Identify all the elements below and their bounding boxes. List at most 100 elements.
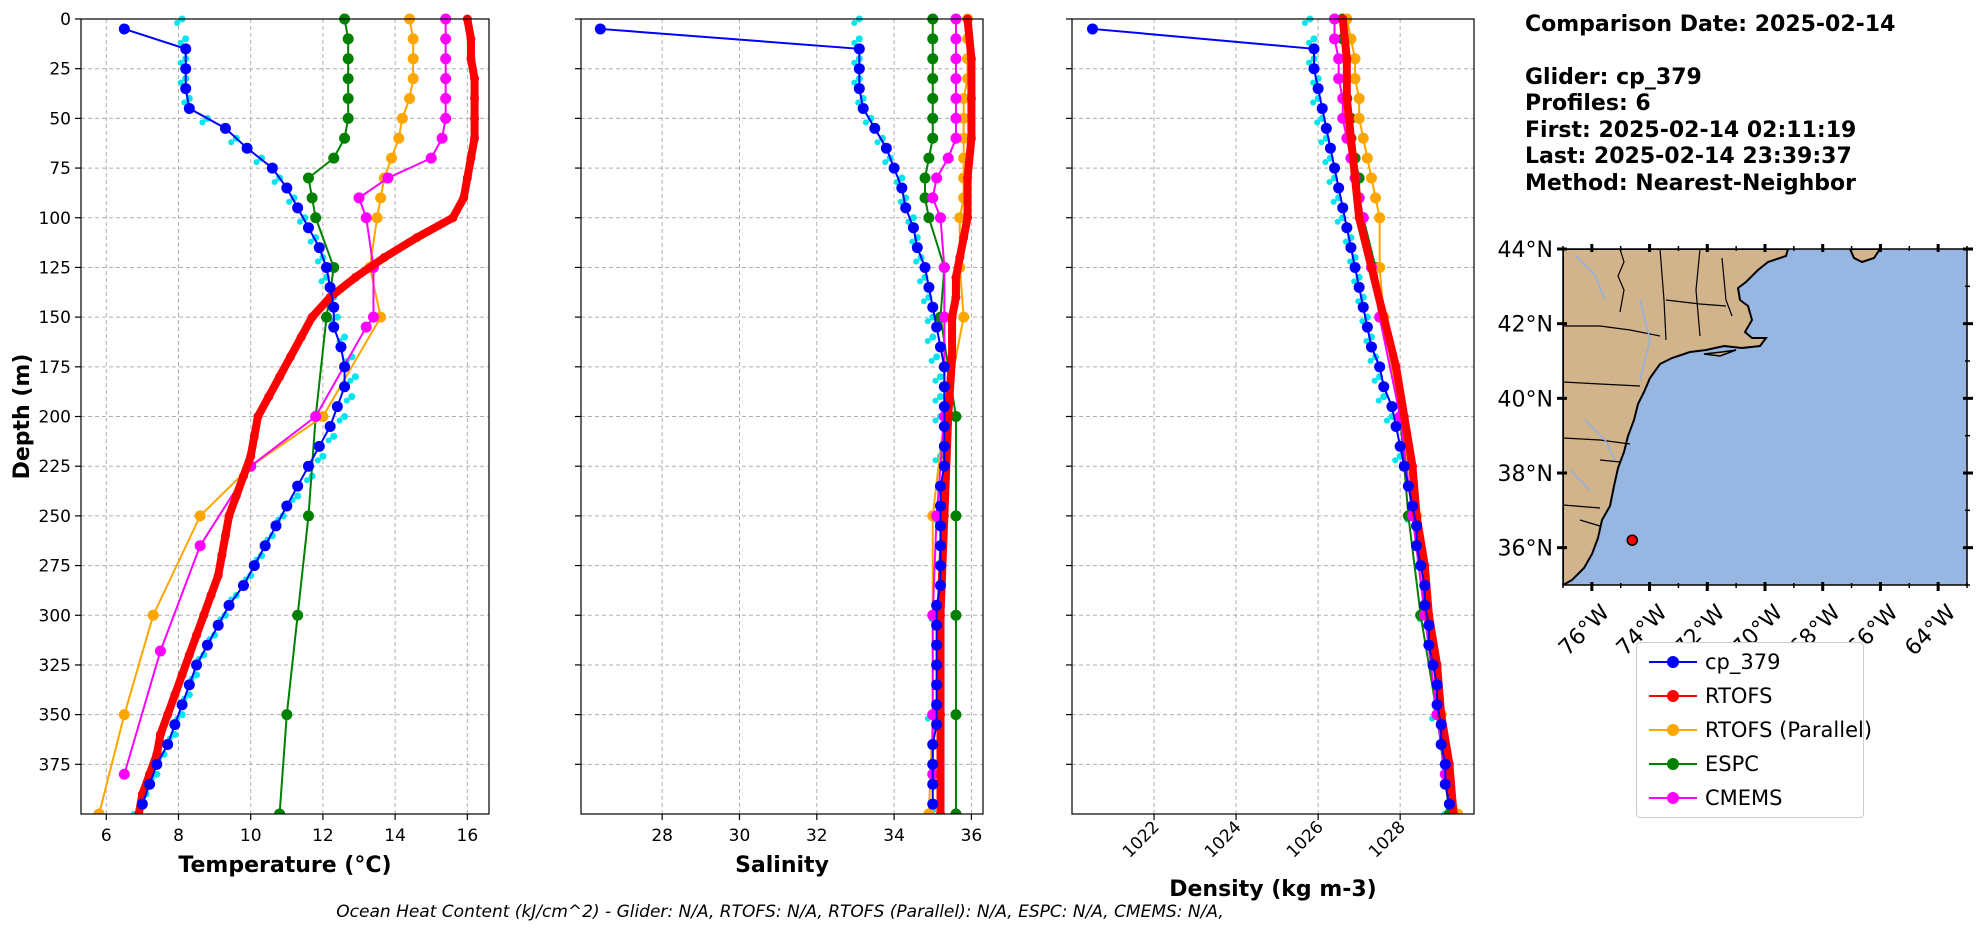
data-point <box>853 83 865 95</box>
data-point <box>371 212 383 224</box>
data-point <box>342 93 354 104</box>
series-group <box>594 13 976 814</box>
data-point <box>927 192 939 204</box>
raw-point <box>314 258 321 265</box>
data-point <box>310 212 322 224</box>
data-point <box>183 679 195 691</box>
data-point <box>1333 73 1345 85</box>
last-time: Last: 2025-02-14 23:39:37 <box>1525 144 1852 169</box>
data-point <box>950 33 962 45</box>
y-tick-label: 125 <box>39 258 71 278</box>
data-point <box>1357 301 1369 313</box>
raw-point <box>177 59 184 66</box>
data-point <box>440 53 452 65</box>
data-point <box>927 73 939 85</box>
raw-point <box>343 397 350 404</box>
series-cmems <box>927 13 962 780</box>
footer-text: Ocean Heat Content (kJ/cm^2) - Glider: N… <box>336 902 1224 922</box>
data-point <box>302 222 314 234</box>
data-point <box>134 809 144 814</box>
data-point <box>281 709 293 721</box>
data-point <box>1406 500 1418 512</box>
x-tick-label: 32 <box>806 826 828 846</box>
data-point <box>950 510 962 522</box>
data-point <box>931 599 943 611</box>
x-axis-label: Temperature (°C) <box>178 853 391 878</box>
data-point <box>923 212 935 224</box>
data-point <box>1374 212 1386 224</box>
raw-point <box>271 179 278 185</box>
grid <box>581 18 983 814</box>
raw-point <box>314 457 321 464</box>
raw-point <box>1318 139 1325 146</box>
series-line <box>1338 18 1458 814</box>
y-tick-label: 275 <box>39 557 71 577</box>
raw-point <box>1310 79 1317 86</box>
data-point <box>440 112 452 124</box>
data-point <box>1386 401 1398 413</box>
data-point <box>342 112 354 124</box>
data-point <box>1419 599 1431 611</box>
x-axis-label: Salinity <box>735 853 829 878</box>
data-point <box>1361 321 1373 333</box>
y-tick-label: 225 <box>39 457 71 477</box>
data-point <box>350 272 360 282</box>
data-point <box>246 451 256 461</box>
data-point <box>1443 798 1455 810</box>
data-point <box>900 202 912 214</box>
data-point <box>927 132 939 144</box>
raw-point <box>177 39 184 46</box>
profile-count: Profiles: 6 <box>1525 91 1651 116</box>
data-point <box>927 738 939 750</box>
data-point <box>404 93 416 104</box>
data-point <box>339 381 351 393</box>
raw-point <box>304 477 311 484</box>
y-tick-label: 325 <box>39 656 71 676</box>
data-point <box>1374 361 1386 373</box>
data-point <box>296 332 306 342</box>
data-point <box>1312 83 1324 95</box>
raw-point <box>851 39 858 46</box>
raw-point <box>932 417 939 424</box>
data-point <box>938 420 950 432</box>
data-point <box>425 152 437 164</box>
data-point <box>328 152 340 164</box>
data-point <box>281 500 293 512</box>
raw-point <box>330 432 338 440</box>
data-point <box>880 142 892 154</box>
data-point <box>144 778 156 790</box>
data-point <box>302 172 314 184</box>
data-point <box>180 63 192 75</box>
series-rtofs <box>134 14 480 814</box>
axes-frame <box>1071 18 1475 815</box>
data-point <box>136 798 148 810</box>
raw-point <box>1334 218 1341 225</box>
data-point <box>959 233 969 243</box>
data-point <box>396 112 408 124</box>
raw-point <box>333 313 341 321</box>
data-point <box>154 645 166 657</box>
lon-tick-label: 64°W <box>1901 600 1962 661</box>
data-point <box>1333 53 1345 65</box>
data-point <box>170 690 180 700</box>
data-point <box>931 659 943 671</box>
raw-point <box>1380 393 1388 401</box>
data-point <box>938 440 950 452</box>
data-point <box>951 272 961 282</box>
data-point <box>919 172 931 184</box>
data-point <box>939 511 949 521</box>
data-point <box>194 510 206 522</box>
data-point <box>931 679 943 691</box>
raw-point <box>1371 377 1378 384</box>
data-point <box>219 122 231 134</box>
x-tick-label: 34 <box>883 826 905 846</box>
raw-point <box>286 198 293 205</box>
data-point <box>266 162 278 174</box>
data-point <box>331 401 343 413</box>
lat-tick-label: 40°N <box>1498 387 1553 412</box>
raw-point <box>882 159 889 166</box>
data-point <box>339 132 351 144</box>
raw-point <box>920 298 927 305</box>
data-point <box>302 510 314 522</box>
data-point <box>869 122 881 134</box>
